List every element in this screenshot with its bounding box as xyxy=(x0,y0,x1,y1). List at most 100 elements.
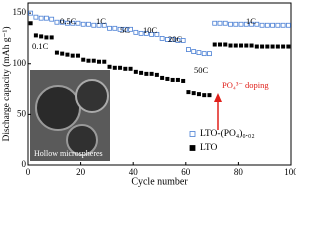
y-tick-label: 50 xyxy=(17,108,27,118)
data-point xyxy=(270,44,275,49)
data-point xyxy=(112,25,118,31)
data-point xyxy=(86,21,91,27)
data-point xyxy=(54,19,60,25)
x-tick-label: 40 xyxy=(129,167,139,177)
data-point xyxy=(207,93,212,98)
data-point xyxy=(191,91,196,96)
data-point xyxy=(123,66,128,71)
data-point xyxy=(28,10,34,16)
data-point xyxy=(233,21,239,27)
data-point xyxy=(154,72,159,77)
data-point xyxy=(91,22,97,28)
data-point xyxy=(275,22,281,28)
data-point xyxy=(186,47,191,52)
data-point xyxy=(91,58,96,63)
data-point xyxy=(270,22,275,28)
data-point xyxy=(70,53,75,58)
data-point xyxy=(138,30,144,36)
data-point xyxy=(65,52,70,57)
data-point xyxy=(159,36,165,41)
data-point xyxy=(170,37,176,42)
data-point xyxy=(75,53,80,58)
data-point xyxy=(133,69,138,74)
data-point xyxy=(260,44,265,49)
data-point xyxy=(238,21,244,27)
annotation: 1C xyxy=(246,16,256,26)
data-point xyxy=(143,30,149,36)
data-point xyxy=(275,44,280,49)
data-point xyxy=(175,38,181,43)
data-point xyxy=(196,50,202,56)
legend-label: LTO xyxy=(200,143,218,153)
legend-marker xyxy=(189,131,196,137)
data-point xyxy=(65,20,70,26)
data-point xyxy=(38,15,44,21)
data-point xyxy=(249,21,254,27)
annotation: 0.5C xyxy=(60,16,77,26)
inset-label: Hollow microspheres xyxy=(34,149,103,158)
data-point xyxy=(244,43,249,48)
data-point xyxy=(49,35,54,40)
data-point xyxy=(286,44,291,49)
data-point xyxy=(122,26,128,32)
data-point xyxy=(117,26,123,32)
data-point xyxy=(144,71,149,76)
data-point xyxy=(107,64,112,69)
inset-sphere xyxy=(75,79,109,113)
data-point xyxy=(44,15,49,21)
x-tick-label: 20 xyxy=(76,167,86,177)
data-point xyxy=(217,42,222,47)
data-point xyxy=(28,21,33,26)
data-point xyxy=(212,20,218,26)
data-point xyxy=(165,76,170,81)
data-point xyxy=(228,43,233,48)
annotation: 50C xyxy=(194,65,209,75)
data-point xyxy=(164,37,170,42)
data-point xyxy=(212,42,217,47)
data-point xyxy=(196,92,201,97)
data-point xyxy=(285,22,291,28)
x-axis-title: Cycle number xyxy=(131,176,188,187)
legend-label: LTO-(PO₄)₀.₀₂ xyxy=(200,128,255,139)
data-point xyxy=(97,59,102,64)
data-point xyxy=(217,20,223,26)
data-point xyxy=(80,21,86,27)
y-tick-label: 0 xyxy=(22,159,27,169)
data-point xyxy=(170,77,175,82)
data-point xyxy=(39,34,44,39)
annotation: PO₄³⁻ doping xyxy=(222,80,269,90)
data-point xyxy=(202,93,207,98)
data-point xyxy=(102,59,107,64)
data-point xyxy=(254,44,259,49)
legend-marker xyxy=(189,145,196,151)
data-point xyxy=(264,22,270,28)
inset-sphere xyxy=(35,85,81,131)
x-tick-label: 0 xyxy=(26,167,31,177)
data-point xyxy=(118,65,123,70)
x-tick-label: 60 xyxy=(181,167,191,177)
y-tick-label: 150 xyxy=(13,7,27,17)
data-point xyxy=(128,26,133,32)
data-point xyxy=(186,90,191,95)
data-point xyxy=(59,19,65,25)
annotation: 20C xyxy=(168,34,183,44)
data-point xyxy=(207,51,212,57)
data-point xyxy=(33,33,38,38)
data-point xyxy=(280,22,286,28)
data-point xyxy=(75,20,81,26)
y-axis-title: Discharge capacity (mAh g⁻¹) xyxy=(1,26,12,141)
data-point xyxy=(233,43,238,48)
annotation: 10C xyxy=(143,25,158,35)
data-point xyxy=(281,44,286,49)
data-point xyxy=(222,20,228,26)
data-point xyxy=(259,22,265,28)
data-point xyxy=(149,31,155,37)
data-point xyxy=(201,51,207,57)
data-point xyxy=(70,20,76,26)
data-point xyxy=(223,42,228,47)
data-point xyxy=(128,66,133,71)
data-point xyxy=(96,22,102,28)
arrowhead xyxy=(214,93,222,102)
x-tick-label: 100 xyxy=(284,167,296,177)
data-point xyxy=(228,21,233,27)
